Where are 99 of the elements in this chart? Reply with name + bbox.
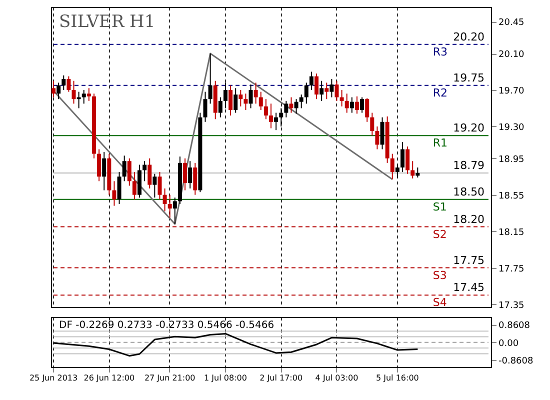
ref-line-label: R3 [432, 45, 448, 58]
y-tick-label: 0.00 [498, 338, 519, 349]
annotation: 17.45 [453, 281, 485, 294]
candlestick [203, 91, 208, 122]
candlestick [102, 151, 106, 191]
candlestick [158, 172, 162, 200]
y-tick-label: 18.15 [498, 228, 524, 238]
candlestick [299, 94, 304, 109]
candlestick [218, 96, 222, 118]
x-tick-label: 4 Jul 03:00 [315, 374, 358, 382]
y-tick-label: 20.10 [498, 50, 525, 60]
candlestick [254, 82, 258, 104]
candlestick [360, 96, 364, 114]
candlestick [340, 89, 344, 107]
annotation: 19.75 [453, 71, 485, 84]
annotation: 20.20 [453, 30, 485, 44]
x-tick-label: 2 Jul 17:00 [260, 374, 303, 382]
candlestick [238, 89, 243, 107]
annotation: 17.75 [453, 254, 485, 267]
y-tick-label: 18.95 [498, 154, 524, 165]
candlestick [304, 82, 308, 104]
y-tick-label: 17.35 [498, 300, 524, 311]
line-series [52, 52, 394, 225]
candlestick [66, 76, 71, 92]
candlestick [309, 71, 314, 90]
candlestick [132, 172, 136, 200]
y-tick-label: 20.45 [498, 18, 524, 28]
candlestick [127, 158, 132, 186]
candlestick [314, 73, 319, 100]
y-tick-label: 19.70 [498, 86, 525, 96]
y-tick-label: 17.75 [498, 264, 524, 274]
annotation: 18.79 [453, 158, 485, 172]
ref-line-label: R1 [432, 136, 448, 150]
candlestick [244, 93, 248, 111]
candlestick [274, 112, 278, 131]
candlestick [289, 96, 294, 114]
x-tick-label: 25 Jun 2013 [29, 374, 78, 382]
candlestick [390, 153, 394, 180]
candlestick [258, 91, 263, 111]
candlestick [62, 74, 66, 90]
candlestick [375, 126, 380, 150]
candlestick [142, 160, 147, 182]
y-tick-label: 19.30 [498, 122, 525, 133]
ref-line-label: S2 [432, 228, 447, 241]
ref-line-label: S4 [432, 296, 447, 310]
candlestick [208, 53, 212, 104]
ref-line-label: S1 [432, 200, 447, 214]
chart-title: SILVER H1 [59, 12, 156, 32]
candlestick [294, 98, 298, 114]
x-tick-label: 1 Jul 08:00 [204, 374, 247, 382]
candlestick [269, 103, 273, 129]
candlestick [148, 158, 152, 189]
candlestick [228, 84, 233, 116]
candlestick [350, 96, 354, 114]
candlestick [168, 194, 172, 218]
candlestick [406, 146, 410, 174]
candlestick [410, 160, 415, 179]
candlestick [344, 93, 349, 114]
candlestick [380, 116, 384, 150]
candlestick [97, 148, 102, 182]
candlestick [330, 78, 334, 98]
y-tick-label: 0.8608 [498, 321, 530, 332]
candlestick [152, 173, 157, 198]
candlestick [284, 100, 288, 118]
candlestick [117, 172, 122, 204]
candlestick [82, 89, 86, 104]
candlestick [72, 80, 76, 104]
x-tick-label: 26 Jun 12:00 [84, 374, 135, 382]
candlestick [172, 197, 177, 225]
y-tick-label: 18.55 [498, 191, 524, 202]
candlestick [354, 96, 359, 114]
chart-title: DF -0.2269 0.2733 -0.2733 0.5466 -0.5466 [59, 320, 274, 331]
candlestick [162, 188, 167, 212]
candlestick [400, 141, 404, 173]
candlestick [365, 98, 370, 122]
candlestick [234, 88, 238, 114]
annotation: 19.20 [453, 122, 485, 135]
x-tick-label: 27 Jun 21:00 [144, 374, 196, 382]
candlestick [183, 158, 188, 191]
candlestick [370, 112, 374, 136]
candlestick [52, 80, 56, 98]
candlestick [86, 88, 91, 102]
candlestick [122, 155, 126, 182]
ref-line-label: R2 [432, 86, 448, 100]
candlestick [320, 80, 324, 102]
candlestick [193, 162, 198, 196]
candlestick [334, 80, 339, 102]
annotation: 18.20 [453, 212, 485, 226]
annotation: 18.50 [453, 185, 485, 198]
candlestick [112, 180, 116, 206]
candlestick [188, 160, 192, 189]
candlestick [416, 166, 420, 178]
ref-line-label: S3 [432, 268, 447, 282]
candlestick [56, 82, 61, 100]
x-tick-label: 5 Jul 16:00 [376, 374, 419, 382]
y-tick-label: -0.8608 [498, 356, 534, 367]
candlestick [264, 98, 268, 120]
candlestick [248, 84, 253, 109]
candlestick [324, 82, 329, 100]
